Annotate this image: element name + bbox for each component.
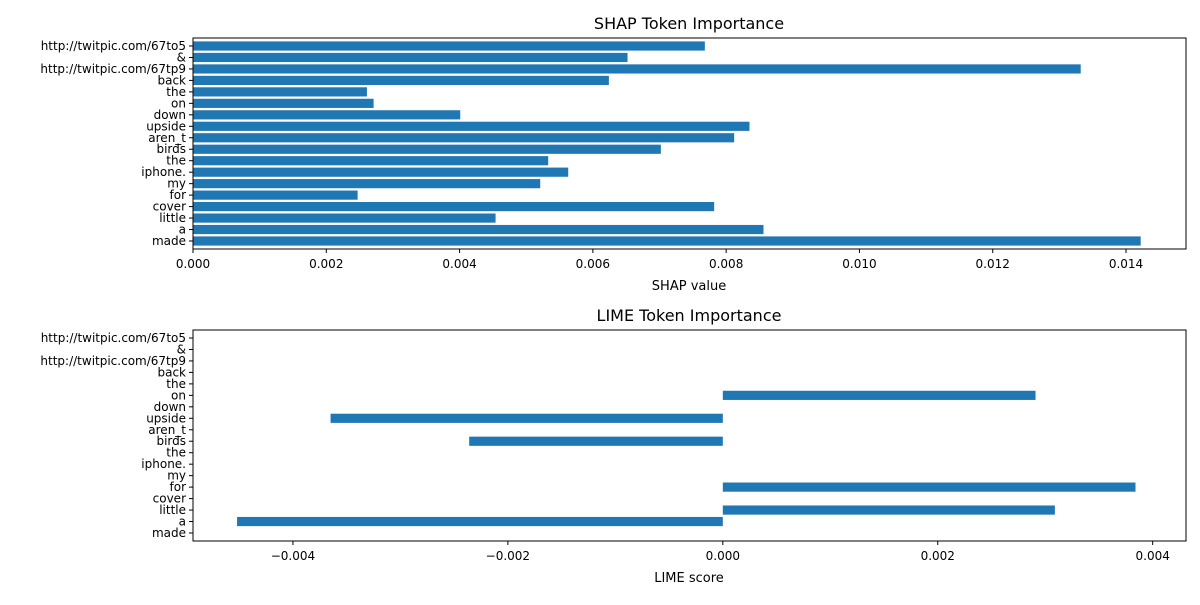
shap-x-ticks: 0.000 0.002 0.004 0.006 0.008 0.010 0.012 0.014 xyxy=(176,249,1143,271)
lime-bar xyxy=(237,516,723,527)
shap-bar xyxy=(193,52,628,63)
shap-category-label: back xyxy=(157,73,186,87)
shap-category-label: the xyxy=(166,154,186,168)
lime-bar xyxy=(469,436,723,446)
lime-category-label: birds xyxy=(156,434,186,448)
shap-bar xyxy=(193,224,764,235)
shap-x-tick-label: 0.010 xyxy=(842,257,876,271)
lime-category-label: & xyxy=(177,342,186,356)
shap-category-label: birds xyxy=(156,142,186,156)
lime-x-tick-label: −0.004 xyxy=(271,549,315,563)
lime-category-label: the xyxy=(166,377,186,391)
lime-x-tick-label: 0.000 xyxy=(706,549,740,563)
shap-panel: SHAP Token Importance http://twitpic.com… xyxy=(40,14,1187,294)
lime-category-label: made xyxy=(152,526,186,540)
lime-category-label: on xyxy=(171,388,186,402)
shap-category-label: cover xyxy=(153,200,186,214)
shap-category-label: on xyxy=(171,96,186,110)
shap-category-label: my xyxy=(167,177,186,191)
lime-category-label: upside xyxy=(146,411,186,425)
lime-category-label: a xyxy=(179,515,186,529)
lime-category-label: cover xyxy=(153,492,186,506)
lime-category-label: down xyxy=(154,400,186,414)
shap-category-label: & xyxy=(177,50,186,64)
shap-bar xyxy=(193,179,541,189)
lime-category-label: aren_t xyxy=(148,423,186,437)
shap-chart-title: SHAP Token Importance xyxy=(594,14,784,33)
shap-bar xyxy=(193,202,715,212)
lime-category-label: for xyxy=(170,480,187,494)
lime-category-label: my xyxy=(167,469,186,483)
shap-bar xyxy=(193,64,1081,74)
lime-bars xyxy=(237,390,1136,527)
shap-category-label: upside xyxy=(146,119,186,133)
lime-bar xyxy=(722,505,1055,515)
shap-x-tick-label: 0.008 xyxy=(709,257,743,271)
shap-category-label: for xyxy=(170,188,187,202)
shap-x-tick-label: 0.006 xyxy=(576,257,610,271)
shap-category-label: http://twitpic.com/67tp9 xyxy=(40,62,186,76)
shap-bar xyxy=(193,75,609,85)
shap-bar xyxy=(193,110,461,120)
lime-x-ticks: −0.004 −0.002 0.000 0.002 0.004 xyxy=(271,541,1170,563)
shap-bar xyxy=(193,133,735,143)
lime-x-tick-label: −0.002 xyxy=(486,549,530,563)
lime-x-axis-label: LIME score xyxy=(654,571,724,586)
lime-axes-frame xyxy=(192,329,1187,542)
shap-x-tick-label: 0.014 xyxy=(1109,257,1143,271)
shap-category-label: little xyxy=(159,211,186,225)
shap-category-label: iphone. xyxy=(141,165,186,179)
lime-category-label: the xyxy=(166,446,186,460)
shap-bar xyxy=(193,87,367,97)
shap-category-label: aren_t xyxy=(148,131,186,145)
shap-bar xyxy=(193,98,374,108)
shap-category-label: made xyxy=(152,234,186,248)
shap-axes-frame xyxy=(192,37,1187,250)
lime-x-tick-label: 0.002 xyxy=(921,549,955,563)
shap-x-axis-label: SHAP value xyxy=(652,279,726,294)
shap-bar xyxy=(193,144,661,154)
shap-bars xyxy=(193,41,1141,246)
shap-category-label: down xyxy=(154,108,186,122)
shap-bar xyxy=(193,156,549,166)
lime-x-tick-label: 0.004 xyxy=(1136,549,1170,563)
shap-bar xyxy=(193,167,569,177)
lime-category-label: back xyxy=(157,365,186,379)
shap-bar xyxy=(193,213,496,223)
shap-bar xyxy=(193,121,750,131)
shap-category-labels: http://twitpic.com/67to5&http://twitpic.… xyxy=(40,39,193,248)
lime-category-labels: http://twitpic.com/67to5&http://twitpic.… xyxy=(40,331,193,540)
shap-bar xyxy=(193,41,705,51)
lime-category-label: http://twitpic.com/67to5 xyxy=(41,331,186,345)
lime-bar xyxy=(330,413,723,423)
lime-bar xyxy=(722,390,1036,400)
shap-category-label: http://twitpic.com/67to5 xyxy=(41,39,186,53)
lime-bar xyxy=(722,482,1136,492)
lime-panel: LIME Token Importance http://twitpic.com… xyxy=(40,306,1187,586)
shap-category-label: a xyxy=(179,223,186,237)
shap-bar xyxy=(193,236,1141,246)
lime-category-label: little xyxy=(159,503,186,517)
shap-x-tick-label: 0.002 xyxy=(309,257,343,271)
shap-category-label: the xyxy=(166,85,186,99)
shap-bar xyxy=(193,190,358,200)
shap-x-tick-label: 0.000 xyxy=(176,257,210,271)
lime-category-label: iphone. xyxy=(141,457,186,471)
lime-chart-title: LIME Token Importance xyxy=(597,306,782,325)
lime-category-label: http://twitpic.com/67tp9 xyxy=(40,354,186,368)
shap-x-tick-label: 0.012 xyxy=(976,257,1010,271)
shap-x-tick-label: 0.004 xyxy=(442,257,476,271)
